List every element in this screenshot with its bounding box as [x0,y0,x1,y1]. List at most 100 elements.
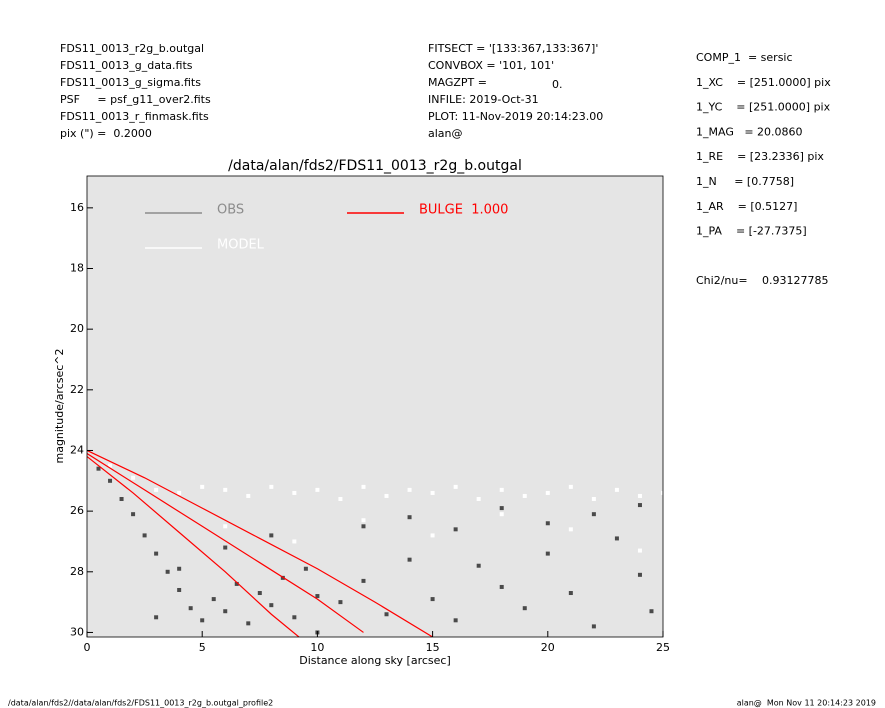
data-point [476,497,481,502]
header-right-line: COMP_1 = sersic [696,51,793,64]
data-point [453,618,458,623]
y-tick-label: 18 [70,262,84,275]
y-tick-label: 16 [70,201,84,214]
data-point [269,484,274,489]
data-point [223,609,228,614]
data-point [200,618,205,623]
data-point [430,490,435,495]
data-point [223,545,228,550]
y-tick-label: 20 [70,322,84,335]
data-point [453,527,458,532]
x-tick-label: 10 [310,641,324,654]
footer-right: alan@ Mon Nov 11 20:14:23 2019 [737,699,876,708]
data-point [292,539,297,544]
data-point [292,615,297,620]
data-point [637,493,642,498]
header-middle-line: MAGZPT = [428,76,487,89]
data-point [430,597,435,602]
header-middle-line: PLOT: 11-Nov-2019 20:14:23.00 [428,110,603,123]
y-axis-label: magnitude/arcsec^2 [53,348,66,463]
data-point [154,615,159,620]
header-right-line: 1_XC = [251.0000] pix [696,76,831,89]
data-point [154,487,159,492]
data-point [108,478,113,483]
header-left-line: FDS11_0013_r_finmask.fits [60,110,209,123]
data-point [591,497,596,502]
data-point [234,581,239,586]
data-point [223,524,228,529]
data-point [407,557,412,562]
header-left-line: FDS11_0013_g_sigma.fits [60,76,201,89]
model-line [87,449,433,637]
plot-frame [86,175,664,638]
x-tick-label: 25 [656,641,670,654]
data-point [499,512,504,517]
data-point [211,597,216,602]
data-point [637,503,642,508]
y-tick-label: 26 [70,504,84,517]
data-point [338,497,343,502]
header-right-line: 1_MAG = 20.0860 [696,125,803,138]
data-point [246,621,251,626]
model-line [87,456,300,637]
header-middle-line: alan@ [428,127,463,140]
data-point [499,584,504,589]
x-tick-label: 20 [541,641,555,654]
chi2-label: Chi2/nu= [696,274,748,287]
data-point [568,527,573,532]
header-right-line: 1_AR = [0.5127] [696,200,797,213]
data-point [384,493,389,498]
data-point [591,512,596,517]
data-point [568,591,573,596]
data-point [131,475,136,480]
data-point [246,493,251,498]
header-middle-line: INFILE: 2019-Oct-31 [428,93,539,106]
data-point [453,484,458,489]
x-tick-label: 15 [426,641,440,654]
header-left-line: pix (") = 0.2000 [60,127,152,140]
plot-background [87,176,663,637]
header-left-line: PSF = psf_g11_over2.fits [60,93,211,106]
data-point [545,551,550,556]
header-right-line: 1_YC = [251.0000] pix [696,101,831,114]
data-point [177,566,182,571]
chart-title: /data/alan/fds2/FDS11_0013_r2g_b.outgal [228,158,522,174]
data-point [303,566,308,571]
data-point [522,606,527,611]
data-point [315,487,320,492]
data-point [499,506,504,511]
data-point [430,533,435,538]
data-point [361,518,366,523]
magzpt-value: 0. [552,78,563,91]
data-point [545,490,550,495]
data-point [476,563,481,568]
data-point [269,533,274,538]
data-point [315,594,320,599]
data-point [407,515,412,520]
data-point [119,497,124,502]
data-point [661,490,663,495]
data-point [361,484,366,489]
data-point [142,533,147,538]
data-point [165,569,170,574]
legend-label: OBS [217,203,244,218]
data-point [522,493,527,498]
data-point [96,466,101,471]
data-point [177,587,182,592]
x-tick-label: 0 [84,641,91,654]
data-point [568,484,573,489]
legend-label: MODEL [217,238,265,253]
header-middle-line: FITSECT = '[133:367,133:367]' [428,42,598,55]
data-point [649,609,654,614]
data-point [545,521,550,526]
data-point [154,551,159,556]
legend-label: BULGE 1.000 [419,203,508,218]
y-tick-label: 22 [70,383,84,396]
footer-left: /data/alan/fds2//data/alan/fds2/FDS11_00… [8,699,273,708]
data-point [200,484,205,489]
header-right-line: 1_RE = [23.2336] pix [696,150,824,163]
header-left-line: FDS11_0013_g_data.fits [60,59,193,72]
data-point [637,548,642,553]
data-point [257,591,262,596]
